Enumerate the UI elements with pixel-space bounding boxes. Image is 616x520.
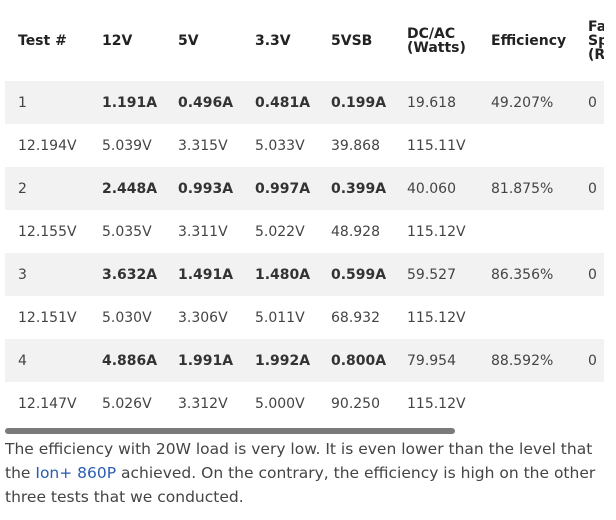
table-cell: 0.993A: [178, 180, 234, 197]
table-cell: 0.496A: [178, 94, 234, 111]
header-cell: DC/AC (Watts): [407, 26, 466, 56]
text: achieved. On the contrary, the efficienc…: [5, 464, 596, 506]
table-cell: 2: [18, 180, 27, 197]
table-cell: 5.035V: [102, 223, 152, 240]
table: Test # 12V 5V 3.3V 5VSB DC/AC (Watts) Efficien…: [5, 0, 604, 425]
table-cell: 0: [588, 266, 597, 283]
table-row: 3 3.632A 1.491A 1.480A 0.599A 59.527 86.356% 0: [5, 253, 604, 296]
table-cell: 4: [18, 352, 27, 369]
table-row: 12.155V 5.035V 3.311V 5.022V 48.928 115.12V: [5, 210, 604, 253]
table-cell: 0: [588, 94, 597, 111]
table-cell: 4.886A: [102, 352, 158, 369]
table-cell: 68.932: [331, 309, 380, 326]
table-cell: 115.12V: [407, 223, 466, 240]
paragraph: The efficiency with 20W load is very low…: [5, 437, 605, 509]
header-cell: Efficiency: [491, 33, 567, 49]
table-cell: 115.12V: [407, 309, 466, 326]
table-cell: 5.039V: [102, 137, 152, 154]
table-cell: 1.991A: [178, 352, 234, 369]
header-cell: 3.3V: [255, 33, 291, 49]
header-cell: 5V: [178, 33, 199, 49]
table-cell: 0.800A: [331, 352, 387, 369]
table-cell: 12.147V: [18, 395, 77, 412]
header-cell: 5VSB: [331, 33, 373, 49]
table-row: 1 1.191A 0.496A 0.481A 0.199A 19.618 49.207% 0: [5, 81, 604, 124]
table-cell: 12.151V: [18, 309, 77, 326]
table-cell: 3.311V: [178, 223, 228, 240]
table-cell: 5.011V: [255, 309, 305, 326]
table-cell: 115.12V: [407, 395, 466, 412]
table-cell: 3.315V: [178, 137, 228, 154]
table-cell: 5.000V: [255, 395, 305, 412]
table-cell: 1: [18, 94, 27, 111]
table-cell: 49.207%: [491, 94, 554, 111]
table-cell: 1.480A: [255, 266, 311, 283]
text: The efficiency with 20W load is very low…: [5, 440, 593, 482]
table-cell: 12.194V: [18, 137, 77, 154]
table-cell: 81.875%: [491, 180, 554, 197]
header-cell: 12V: [102, 33, 133, 49]
table-cell: 0: [588, 352, 597, 369]
table-row: 4 4.886A 1.991A 1.992A 0.800A 79.954 88.592% 0: [5, 339, 604, 382]
table-cell: 40.060: [407, 180, 456, 197]
table-cell: 3.632A: [102, 266, 158, 283]
header-row: Test # 12V 5V 3.3V 5VSB DC/AC (Watts) Efficien…: [5, 0, 604, 82]
table-cell: 0.599A: [331, 266, 387, 283]
table-cell: 39.868: [331, 137, 380, 154]
table-cell: 90.250: [331, 395, 380, 412]
table-cell: 19.618: [407, 94, 456, 111]
table-cell: 115.11V: [407, 137, 466, 154]
table-cell: 0.399A: [331, 180, 387, 197]
table-cell: 12.155V: [18, 223, 77, 240]
table-cell: 3.306V: [178, 309, 228, 326]
table-cell: 5.033V: [255, 137, 305, 154]
table-cell: 5.030V: [102, 309, 152, 326]
table-row: 2 2.448A 0.993A 0.997A 0.399A 40.060 81.875% 0: [5, 167, 604, 210]
table-cell: 79.954: [407, 352, 456, 369]
table-cell: 5.022V: [255, 223, 305, 240]
table-cell: 0.199A: [331, 94, 387, 111]
table-row: 12.194V 5.039V 3.315V 5.033V 39.868 115.11V: [5, 124, 604, 167]
table-cell: 88.592%: [491, 352, 554, 369]
table-row: 12.151V 5.030V 3.306V 5.011V 68.932 115.12V: [5, 296, 604, 339]
table-cell: 0: [588, 180, 597, 197]
table-cell: 1.191A: [102, 94, 158, 111]
table-cell: 48.928: [331, 223, 380, 240]
table-cell: 5.026V: [102, 395, 152, 412]
table-cell: 3: [18, 266, 27, 283]
table-cell: 0.997A: [255, 180, 311, 197]
scrollbar[interactable]: [5, 428, 455, 434]
table-cell: 59.527: [407, 266, 456, 283]
table-cell: 0.481A: [255, 94, 311, 111]
table-cell: 86.356%: [491, 266, 554, 283]
table-cell: 1.992A: [255, 352, 311, 369]
link[interactable]: Ion+ 860P: [35, 464, 117, 482]
table-cell: 2.448A: [102, 180, 158, 197]
table-cell: 1.491A: [178, 266, 234, 283]
table-row: 12.147V 5.026V 3.312V 5.000V 90.250 115.12V: [5, 382, 604, 425]
header-cell: Fan Speed (RPM): [588, 19, 604, 63]
header-cell: Test #: [18, 33, 67, 49]
table-cell: 3.312V: [178, 395, 228, 412]
